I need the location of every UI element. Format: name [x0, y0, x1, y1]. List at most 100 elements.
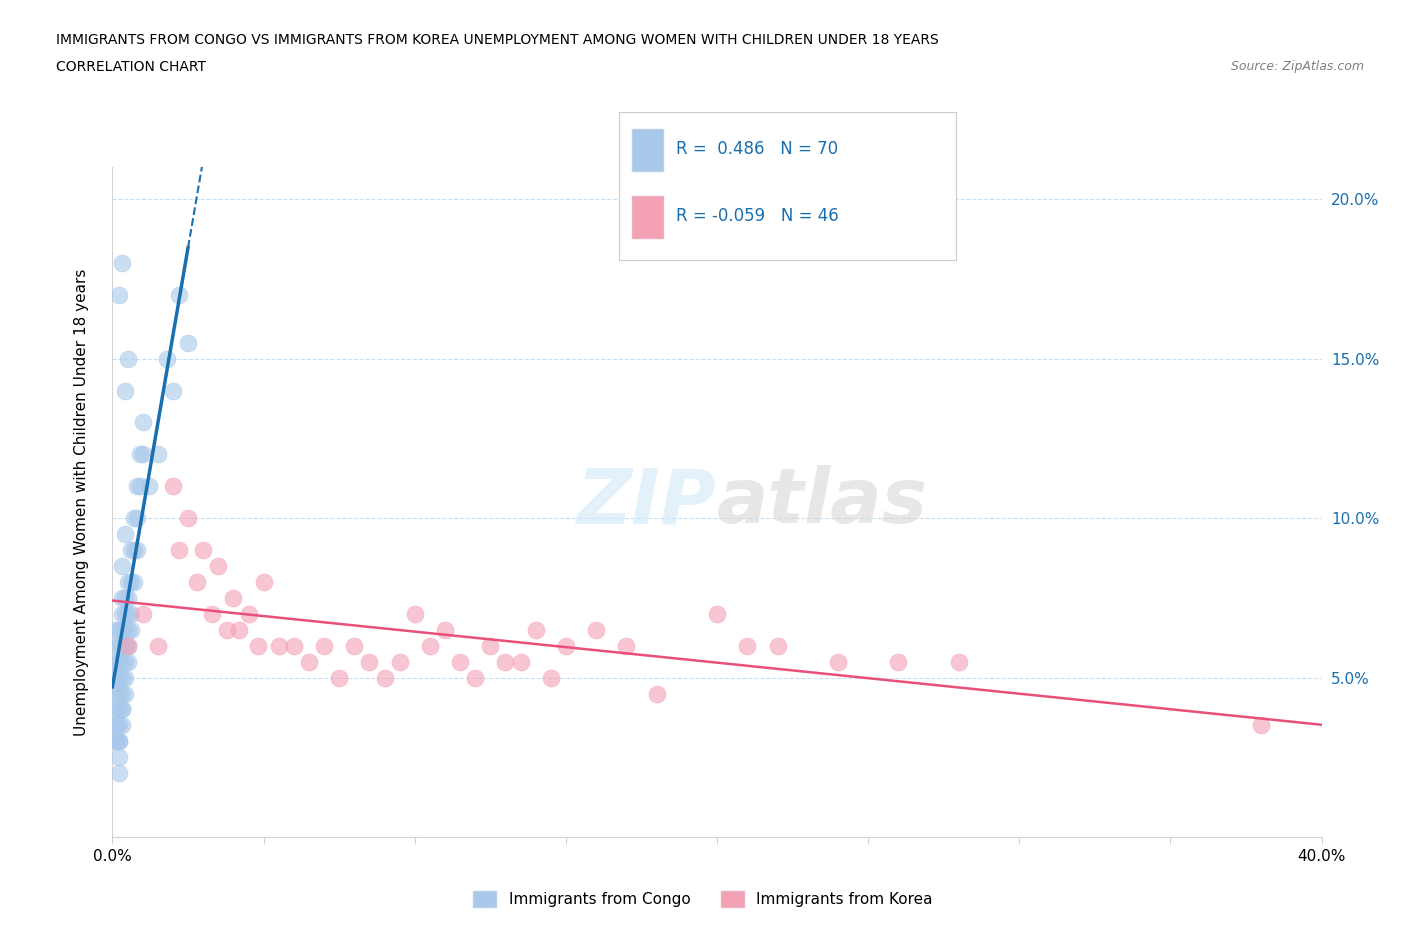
Point: [117, 638, 139, 653]
Point: [374, 671, 396, 685]
Point: [107, 702, 129, 717]
Point: [132, 606, 155, 621]
Point: [162, 383, 184, 398]
Point: [114, 526, 136, 541]
Point: [191, 542, 214, 557]
Point: [177, 511, 200, 525]
Point: [706, 606, 728, 621]
Point: [167, 542, 190, 557]
Point: [110, 718, 132, 733]
Point: [104, 622, 127, 637]
Text: R =  0.486   N = 70: R = 0.486 N = 70: [676, 140, 838, 158]
Point: [104, 702, 127, 717]
Point: [328, 671, 350, 685]
Point: [117, 622, 139, 637]
Point: [117, 575, 139, 590]
Point: [104, 654, 127, 669]
Point: [298, 654, 321, 669]
Point: [120, 622, 142, 637]
Point: [167, 287, 190, 302]
Point: [107, 654, 129, 669]
Point: [110, 671, 132, 685]
Point: [104, 671, 127, 685]
Point: [117, 591, 139, 605]
Point: [146, 447, 169, 462]
Point: [766, 638, 789, 653]
Point: [616, 638, 638, 653]
Point: [201, 606, 224, 621]
Point: [509, 654, 531, 669]
Point: [125, 542, 148, 557]
Point: [132, 415, 155, 430]
Point: [107, 287, 129, 302]
Point: [253, 575, 276, 590]
Text: ZIP: ZIP: [578, 465, 717, 539]
Point: [104, 686, 127, 701]
Point: [388, 654, 411, 669]
Point: [554, 638, 576, 653]
Point: [107, 718, 129, 733]
Point: [162, 479, 184, 494]
Point: [146, 638, 169, 653]
Point: [343, 638, 366, 653]
Point: [238, 606, 260, 621]
Point: [107, 750, 129, 764]
Point: [110, 638, 132, 653]
Point: [359, 654, 381, 669]
Point: [887, 654, 910, 669]
Text: atlas: atlas: [717, 465, 928, 539]
Point: [156, 352, 179, 366]
Point: [110, 702, 132, 717]
Point: [120, 606, 142, 621]
Point: [645, 686, 668, 701]
Point: [117, 638, 139, 653]
Point: [110, 256, 132, 271]
Point: [132, 447, 155, 462]
Point: [314, 638, 336, 653]
Point: [114, 591, 136, 605]
Point: [419, 638, 441, 653]
Point: [479, 638, 502, 653]
Point: [104, 734, 127, 749]
Point: [117, 654, 139, 669]
Point: [1250, 718, 1272, 733]
Point: [114, 622, 136, 637]
Text: Source: ZipAtlas.com: Source: ZipAtlas.com: [1230, 60, 1364, 73]
Point: [125, 511, 148, 525]
Point: [267, 638, 290, 653]
FancyBboxPatch shape: [633, 196, 662, 238]
Point: [107, 734, 129, 749]
Point: [114, 606, 136, 621]
Y-axis label: Unemployment Among Women with Children Under 18 years: Unemployment Among Women with Children U…: [75, 269, 89, 736]
Text: IMMIGRANTS FROM CONGO VS IMMIGRANTS FROM KOREA UNEMPLOYMENT AMONG WOMEN WITH CHI: IMMIGRANTS FROM CONGO VS IMMIGRANTS FROM…: [56, 33, 939, 46]
Point: [404, 606, 426, 621]
Point: [948, 654, 970, 669]
Point: [228, 622, 250, 637]
Point: [122, 575, 145, 590]
Point: [540, 671, 562, 685]
Point: [433, 622, 456, 637]
Point: [104, 638, 127, 653]
Point: [449, 654, 471, 669]
Point: [114, 638, 136, 653]
Point: [122, 542, 145, 557]
Point: [495, 654, 517, 669]
Point: [110, 702, 132, 717]
Point: [138, 479, 160, 494]
Point: [524, 622, 547, 637]
Point: [114, 671, 136, 685]
Text: CORRELATION CHART: CORRELATION CHART: [56, 60, 207, 74]
FancyBboxPatch shape: [633, 129, 662, 171]
Point: [114, 686, 136, 701]
Point: [110, 622, 132, 637]
Point: [104, 718, 127, 733]
Point: [110, 559, 132, 574]
Point: [110, 606, 132, 621]
Point: [222, 591, 245, 605]
Point: [186, 575, 208, 590]
Point: [107, 671, 129, 685]
Point: [114, 383, 136, 398]
Point: [128, 479, 150, 494]
Point: [120, 542, 142, 557]
Point: [122, 511, 145, 525]
